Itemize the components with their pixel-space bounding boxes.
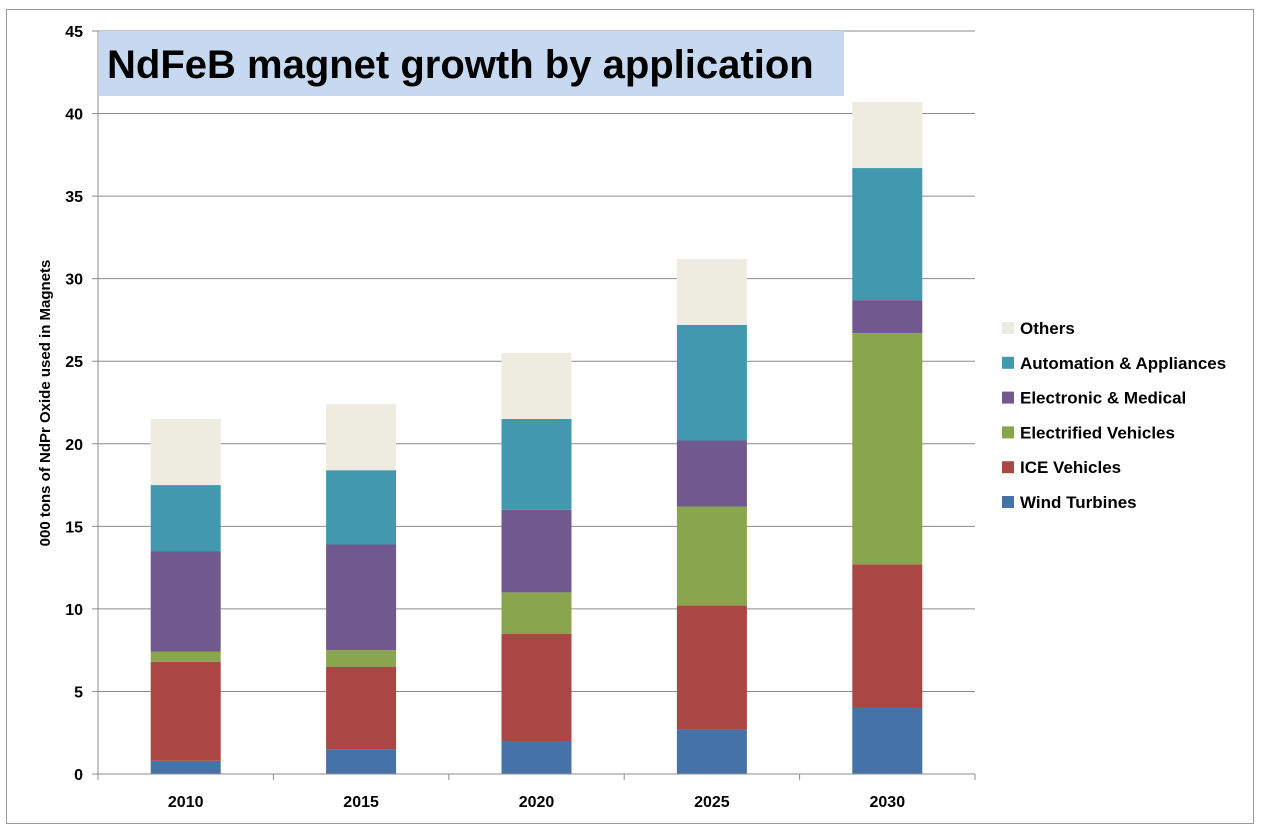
bar-segment-wind-turbines-2010 bbox=[150, 760, 221, 774]
bar-segment-others-2030 bbox=[852, 101, 923, 169]
legend-label-wind-turbines: Wind Turbines bbox=[1020, 493, 1137, 512]
y-axis-label: 000 tons of NdPr Oxide used in Magnets bbox=[37, 260, 54, 547]
bar-segment-wind-turbines-2030 bbox=[852, 707, 923, 774]
bar-segment-electrified-vehicles-2015 bbox=[326, 650, 397, 667]
chart-title-group: NdFeB magnet growth by application bbox=[99, 31, 844, 96]
bar-segment-automation-appliances-2020 bbox=[501, 419, 572, 510]
bar-segment-wind-turbines-2025 bbox=[676, 729, 747, 774]
y-tick-label: 20 bbox=[65, 437, 83, 454]
bar-segment-others-2025 bbox=[676, 258, 747, 325]
legend-label-electrified-vehicles: Electrified Vehicles bbox=[1020, 423, 1175, 442]
chart-title: NdFeB magnet growth by application bbox=[107, 43, 814, 87]
bar-segment-electrified-vehicles-2020 bbox=[501, 592, 572, 634]
bar-segment-automation-appliances-2015 bbox=[326, 470, 397, 545]
x-tick-label: 2015 bbox=[343, 794, 379, 811]
bar-segment-others-2020 bbox=[501, 352, 572, 420]
legend: Others Automation & Appliances Electronic … bbox=[1002, 319, 1226, 512]
legend-swatch-wind-turbines bbox=[1002, 496, 1014, 508]
y-tick-label: 45 bbox=[65, 24, 83, 41]
x-tick-label: 2025 bbox=[694, 794, 730, 811]
bar-segment-wind-turbines-2015 bbox=[326, 749, 397, 774]
y-tick-label: 5 bbox=[74, 684, 83, 701]
bar-segment-electronic-medical-2010 bbox=[150, 551, 221, 652]
legend-swatch-others bbox=[1002, 322, 1014, 334]
legend-label-ice-vehicles: ICE Vehicles bbox=[1020, 458, 1121, 477]
bar-segment-electronic-medical-2015 bbox=[326, 544, 397, 651]
legend-label-others: Others bbox=[1020, 319, 1075, 338]
x-tick-label: 2030 bbox=[870, 794, 906, 811]
bar-segment-automation-appliances-2025 bbox=[676, 324, 747, 441]
y-tick-label: 25 bbox=[65, 354, 83, 371]
bar-segment-electrified-vehicles-2025 bbox=[676, 506, 747, 606]
bar-segment-electrified-vehicles-2010 bbox=[150, 651, 221, 662]
y-tick-label: 40 bbox=[65, 107, 83, 124]
bar-segment-automation-appliances-2010 bbox=[150, 485, 221, 552]
bar-segment-electronic-medical-2025 bbox=[676, 440, 747, 507]
bar-segment-ice-vehicles-2015 bbox=[326, 666, 397, 750]
bar-segment-electronic-medical-2020 bbox=[501, 509, 572, 593]
legend-label-automation-appliances: Automation & Appliances bbox=[1020, 354, 1226, 373]
legend-swatch-automation-appliances bbox=[1002, 356, 1014, 369]
bar-segment-automation-appliances-2030 bbox=[852, 168, 923, 301]
bar-segment-electronic-medical-2030 bbox=[852, 300, 923, 334]
chart-title-background bbox=[99, 31, 844, 96]
bar-segment-electrified-vehicles-2030 bbox=[852, 333, 923, 565]
bar-segment-ice-vehicles-2025 bbox=[676, 605, 747, 730]
bar-segment-ice-vehicles-2010 bbox=[150, 661, 221, 761]
x-tick-label: 2010 bbox=[168, 794, 204, 811]
bar-segment-others-2010 bbox=[150, 419, 221, 486]
bar-segment-wind-turbines-2020 bbox=[501, 740, 572, 774]
bar-segment-others-2015 bbox=[326, 404, 397, 471]
y-tick-label: 30 bbox=[65, 272, 83, 289]
legend-swatch-electrified-vehicles bbox=[1002, 426, 1014, 439]
y-tick-label: 15 bbox=[65, 519, 83, 536]
y-tick-label: 35 bbox=[65, 189, 83, 206]
legend-label-electronic-medical: Electronic & Medical bbox=[1020, 389, 1186, 408]
bar-segment-ice-vehicles-2030 bbox=[852, 564, 923, 708]
y-tick-label: 0 bbox=[74, 767, 83, 784]
bars bbox=[150, 101, 923, 774]
x-tick-label: 2020 bbox=[519, 794, 555, 811]
legend-swatch-ice-vehicles bbox=[1002, 461, 1014, 474]
bar-segment-ice-vehicles-2020 bbox=[501, 633, 572, 741]
legend-swatch-electronic-medical bbox=[1002, 391, 1014, 404]
y-tick-label: 10 bbox=[65, 602, 83, 619]
